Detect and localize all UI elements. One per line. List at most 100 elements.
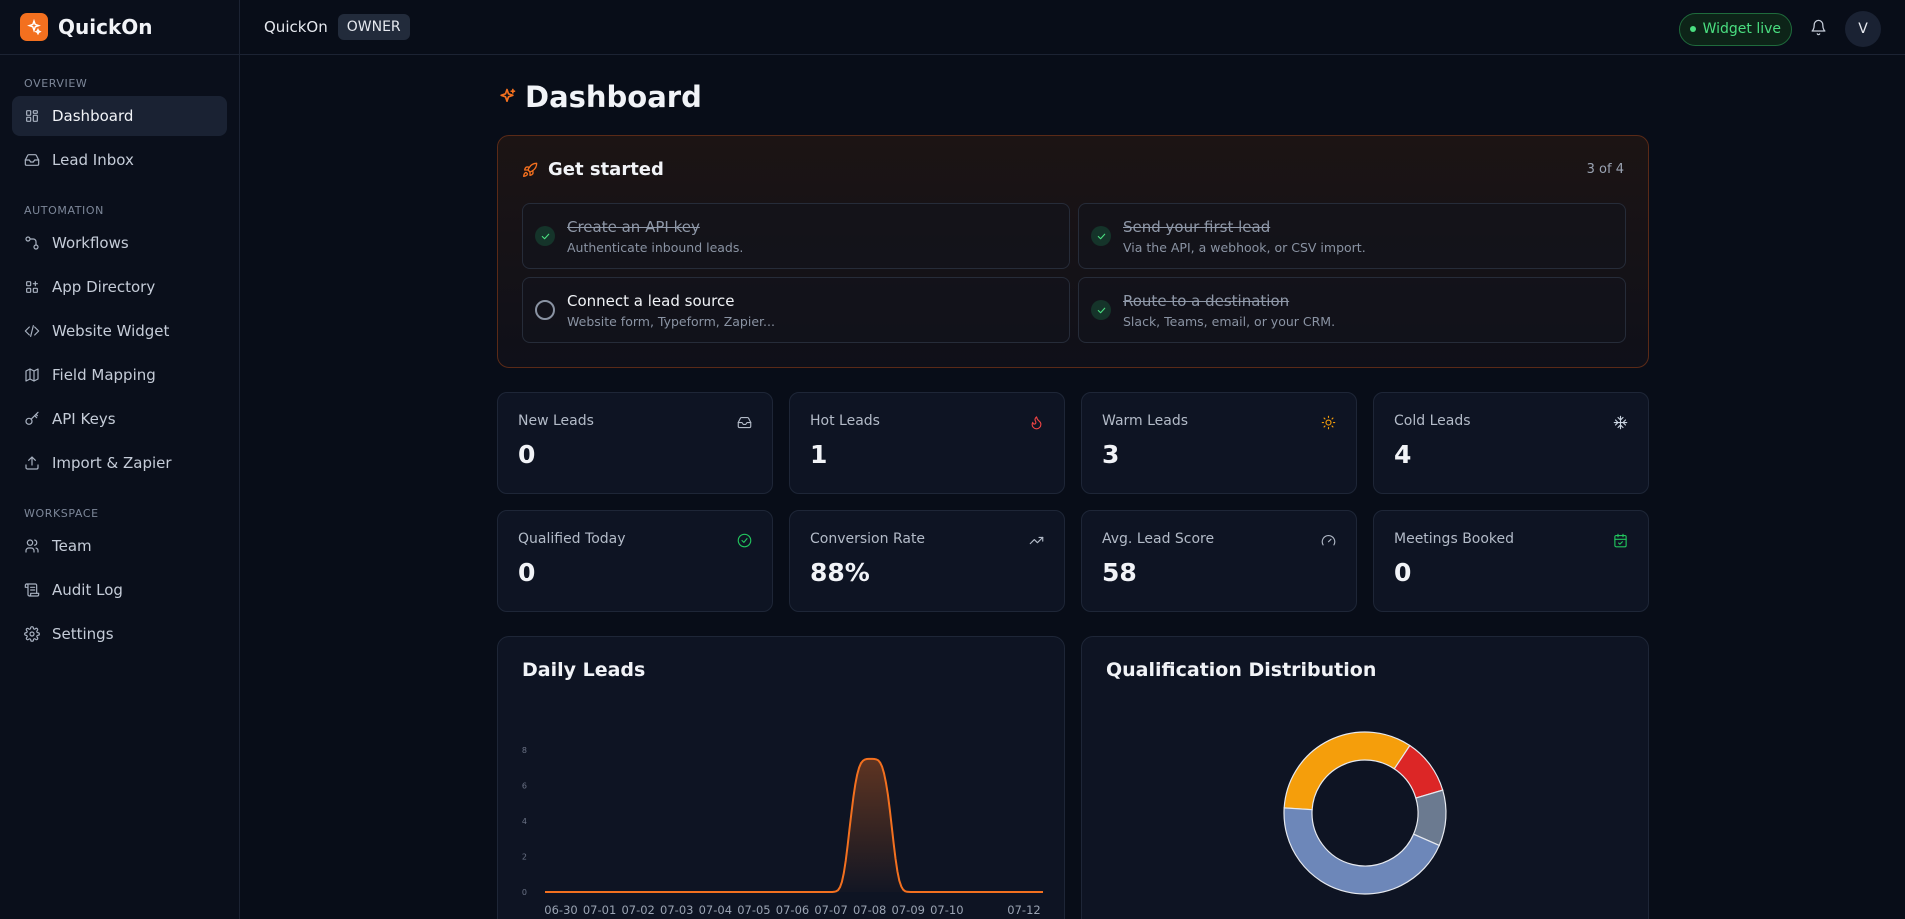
stat-value: 3 [1102, 440, 1120, 469]
x-tick-label: 07-08 [853, 903, 886, 917]
sidebar-item-label: Lead Inbox [52, 151, 134, 169]
stats-row-2: Qualified Today 0 Conversion Rate 88% Avg. L… [497, 510, 1649, 612]
sidebar-item-label: Field Mapping [52, 366, 156, 384]
sidebar-item-label: Dashboard [52, 107, 134, 125]
inbox-icon [24, 154, 40, 166]
stat-label: Avg. Lead Score [1102, 531, 1215, 547]
stat-label: Cold Leads [1394, 413, 1471, 429]
get-started-card: Get started 3 of 4 Create an API key Auth… [497, 135, 1649, 368]
apps-icon [26, 281, 38, 293]
get-started-step[interactable]: Route to a destination Slack, Teams, emai… [1078, 277, 1626, 343]
step-subtitle: Via the API, a webhook, or CSV import. [1123, 239, 1366, 255]
charts-row: Daily Leads 0 2 4 6 8 06-30 07-01 07-02 07-03 07-… [497, 636, 1649, 919]
sun-icon [1321, 415, 1336, 434]
sidebar-item-import-zapier[interactable]: Import & Zapier [12, 443, 227, 483]
stat-card-conversion-rate: Conversion Rate 88% [789, 510, 1065, 612]
step-title: Connect a lead source [567, 291, 735, 310]
stat-card-hot-leads: Hot Leads 1 [789, 392, 1065, 494]
check-icon [1091, 226, 1111, 246]
stat-value: 0 [1394, 558, 1412, 587]
page-title: Dashboard [525, 80, 702, 114]
sidebar-item-label: Team [52, 537, 92, 555]
x-tick-label: 07-01 [583, 903, 616, 917]
x-tick-label: 07-06 [776, 903, 809, 917]
step-title: Route to a destination [1123, 291, 1290, 310]
y-tick-label: 6 [522, 782, 527, 791]
code-icon [24, 325, 40, 337]
series-line [545, 757, 1043, 893]
stat-value: 0 [518, 440, 536, 469]
workspace-name[interactable]: QuickOn [264, 18, 328, 36]
nav-gap [12, 184, 227, 194]
avatar[interactable]: V [1845, 11, 1881, 47]
sidebar-item-label: API Keys [52, 410, 116, 428]
nav-section-label: WORKSPACE [24, 507, 99, 520]
users-icon [25, 539, 39, 553]
snowflake-icon [1613, 415, 1628, 434]
role-badge: OWNER [337, 14, 410, 40]
sparkle-icon [500, 88, 516, 102]
pie-slice[interactable] [1283, 731, 1411, 811]
pie-slice[interactable] [1283, 807, 1441, 895]
stat-card-avg-lead-score: Avg. Lead Score 58 [1081, 510, 1357, 612]
sidebar-item-dashboard[interactable]: Dashboard [12, 96, 227, 136]
brand-name: QuickOn [58, 15, 153, 39]
stat-card-warm-leads: Warm Leads 3 [1081, 392, 1357, 494]
widget-status-badge[interactable]: Widget live [1678, 12, 1792, 46]
stat-label: Warm Leads [1102, 413, 1189, 429]
x-tick-label: 07-09 [892, 903, 925, 917]
stat-value: 4 [1394, 440, 1412, 469]
sidebar-item-app-directory[interactable]: App Directory [12, 267, 227, 307]
sidebar-item-label: App Directory [52, 278, 156, 296]
area-fill [545, 758, 1043, 892]
qualification-distribution-chart [1283, 731, 1447, 895]
calendar-check-icon [1613, 533, 1628, 552]
stat-card-new-leads: New Leads 0 [497, 392, 773, 494]
sidebar: QuickOn OVERVIEW Dashboard Lead Inbox AUTOM… [0, 0, 240, 919]
avatar-initial: V [1858, 21, 1868, 37]
nav-section-label: AUTOMATION [24, 204, 104, 217]
sidebar-item-label: Import & Zapier [52, 454, 172, 472]
sidebar-item-website-widget[interactable]: Website Widget [12, 311, 227, 351]
sidebar-nav: OVERVIEW Dashboard Lead Inbox AUTOMATION Wor… [0, 55, 239, 670]
sidebar-item-label: Audit Log [52, 581, 123, 599]
sidebar-item-field-mapping[interactable]: Field Mapping [12, 355, 227, 395]
sidebar-item-lead-inbox[interactable]: Lead Inbox [12, 140, 227, 180]
brand[interactable]: QuickOn [0, 0, 239, 55]
bell-icon[interactable] [1810, 19, 1827, 40]
status-dot [1689, 26, 1696, 32]
stat-card-cold-leads: Cold Leads 4 [1373, 392, 1649, 494]
workflow-icon [25, 236, 39, 250]
x-tick-label: 07-02 [621, 903, 654, 917]
sidebar-item-label: Settings [52, 625, 114, 643]
get-started-step[interactable]: Send your first lead Via the API, a webho… [1078, 203, 1626, 269]
step-subtitle: Slack, Teams, email, or your CRM. [1123, 313, 1336, 329]
y-tick-label: 8 [522, 746, 527, 755]
sidebar-item-team[interactable]: Team [12, 526, 227, 566]
x-tick-label: 07-07 [814, 903, 847, 917]
get-started-step[interactable]: Create an API key Authenticate inbound le… [522, 203, 1070, 269]
sidebar-item-api-keys[interactable]: API Keys [12, 399, 227, 439]
daily-leads-title: Daily Leads [522, 659, 646, 681]
step-title: Create an API key [567, 217, 700, 236]
flame-icon [1029, 415, 1044, 434]
gauge-icon [1321, 533, 1336, 552]
qualification-distribution-title: Qualification Distribution [1106, 659, 1377, 681]
get-started-steps: Create an API key Authenticate inbound le… [522, 203, 1626, 343]
stat-value: 58 [1102, 558, 1137, 587]
dashboard-content: Dashboard Get started 3 of 4 Create an A… [497, 55, 1649, 919]
sidebar-item-settings[interactable]: Settings [12, 614, 227, 654]
stat-value: 88% [810, 558, 870, 587]
sidebar-item-audit-log[interactable]: Audit Log [12, 570, 227, 610]
step-subtitle: Authenticate inbound leads. [567, 239, 744, 255]
x-tick-label: 07-10 [930, 903, 963, 917]
sidebar-item-workflows[interactable]: Workflows [12, 223, 227, 263]
stats-row-1: New Leads 0 Hot Leads 1 Warm Leads 3 Cold Lead… [497, 392, 1649, 494]
stat-value: 0 [518, 558, 536, 587]
gear-icon [24, 626, 40, 642]
get-started-step[interactable]: Connect a lead source Website form, Typef… [522, 277, 1070, 343]
topbar: QuickOn OWNER Widget live V [240, 0, 1905, 55]
stat-value: 1 [810, 440, 828, 469]
stat-label: Hot Leads [810, 413, 880, 429]
step-subtitle: Website form, Typeform, Zapier... [567, 313, 775, 329]
